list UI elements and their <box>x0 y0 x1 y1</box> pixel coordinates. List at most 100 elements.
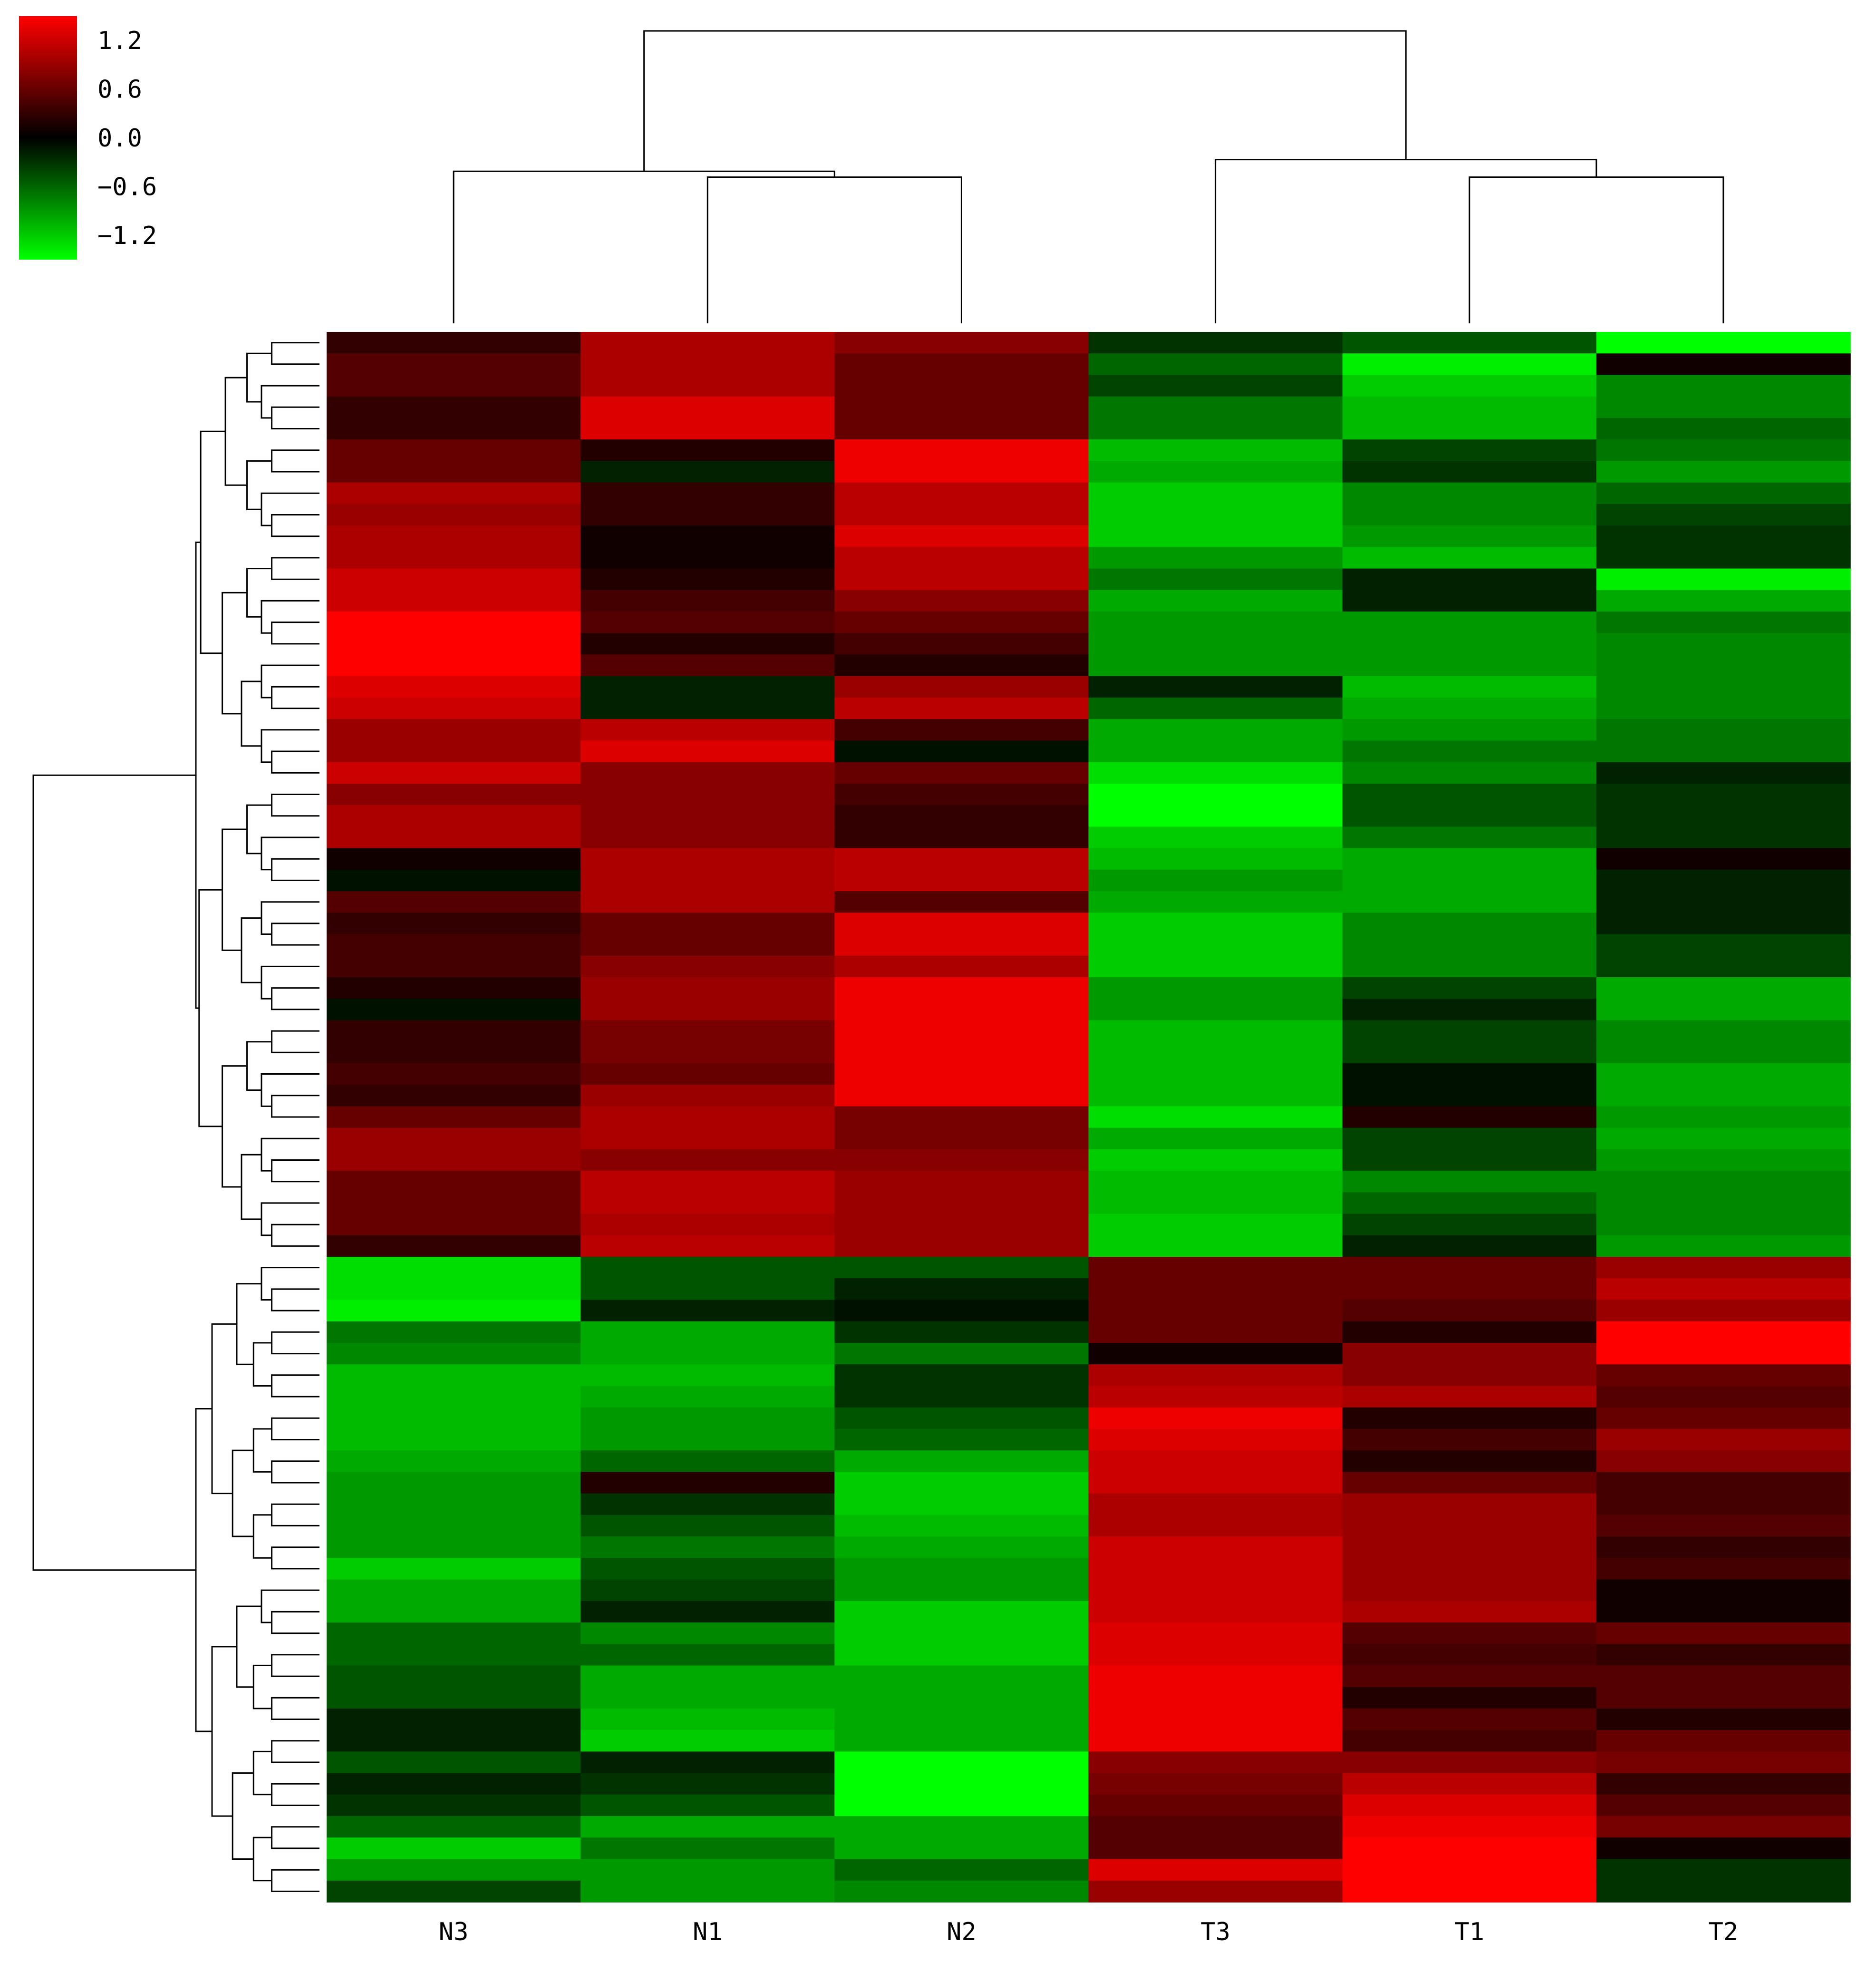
heatmap-cell <box>834 439 1089 462</box>
heatmap-cell <box>1342 1450 1597 1473</box>
heatmap-cell <box>834 1235 1089 1257</box>
row-dendrogram-branch <box>246 804 272 855</box>
heatmap-cell <box>580 848 835 870</box>
heatmap-cell <box>1342 1127 1597 1150</box>
heatmap-cell <box>327 1601 581 1623</box>
heatmap-cell <box>327 418 581 440</box>
heatmap-cell <box>1088 805 1343 827</box>
row-dendrogram-branch <box>232 1772 254 1860</box>
heatmap-cell <box>1088 1816 1343 1838</box>
heatmap-cell <box>1088 1708 1343 1730</box>
heatmap-cell <box>1596 1687 1851 1709</box>
heatmap-cell <box>834 332 1089 354</box>
heatmap-cell <box>1088 461 1343 483</box>
heatmap-cell <box>1088 1386 1343 1408</box>
row-dendrogram-branch <box>261 600 319 634</box>
heatmap-cell <box>1342 1751 1597 1774</box>
heatmap-cell <box>1342 547 1597 569</box>
column-label: N2 <box>947 1918 977 1946</box>
heatmap-cell <box>1088 934 1343 956</box>
row-dendrogram-branch <box>271 1331 319 1355</box>
heatmap-cell <box>1088 1257 1343 1279</box>
row-dendrogram-branch <box>271 557 319 580</box>
heatmap-cell <box>580 1386 835 1408</box>
heatmap-cell <box>327 740 581 763</box>
heatmap-cell <box>1596 1579 1851 1602</box>
row-dendrogram-branch <box>241 1154 261 1220</box>
heatmap-cell <box>834 1665 1089 1688</box>
heatmap-cell <box>1088 1085 1343 1107</box>
heatmap-cell <box>1596 439 1851 462</box>
heatmap-cell <box>327 1515 581 1537</box>
heatmap-cell <box>1088 1837 1343 1860</box>
heatmap-cell <box>834 568 1089 591</box>
heatmap-cell <box>834 1816 1089 1838</box>
row-dendrogram-branch <box>271 1869 319 1892</box>
row-dendrogram-branch <box>252 1836 272 1882</box>
heatmap-cell <box>1596 955 1851 978</box>
heatmap-cell <box>1088 1536 1343 1559</box>
heatmap-cell <box>834 1321 1089 1343</box>
heatmap-cell <box>327 826 581 849</box>
heatmap-cell <box>1088 1041 1343 1064</box>
heatmap-cell <box>834 1149 1089 1171</box>
row-dendrogram-branch <box>271 1460 319 1484</box>
heatmap-cell <box>327 676 581 698</box>
heatmap-cell <box>1342 461 1597 483</box>
column-label: N3 <box>439 1918 469 1946</box>
heatmap-cell <box>1342 1515 1597 1537</box>
heatmap-cell <box>327 1450 581 1473</box>
heatmap-cell <box>834 1558 1089 1580</box>
heatmap-cell <box>1342 1171 1597 1193</box>
heatmap-cell <box>1596 1472 1851 1494</box>
heatmap-cell <box>580 1880 835 1903</box>
heatmap-cell <box>1342 1020 1597 1042</box>
heatmap-cell <box>327 1730 581 1752</box>
heatmap-cell <box>1342 612 1597 634</box>
heatmap-cell <box>1342 1665 1597 1688</box>
colorbar-tick-label: −1.2 <box>97 222 157 250</box>
heatmap-cell <box>834 418 1089 440</box>
heatmap-cell <box>1088 1127 1343 1150</box>
heatmap-cell <box>580 504 835 526</box>
heatmap-cell <box>1342 1364 1597 1387</box>
heatmap-cell <box>1342 525 1597 548</box>
row-dendrogram-branch <box>271 1740 319 1763</box>
heatmap-cell <box>1342 353 1597 376</box>
heatmap-cell <box>1088 913 1343 935</box>
heatmap-cell <box>834 1278 1089 1301</box>
heatmap-cell <box>327 654 581 677</box>
heatmap-cell <box>580 1321 835 1343</box>
heatmap-cell <box>327 1041 581 1064</box>
row-dendrogram-branch <box>271 622 319 645</box>
heatmap-cell <box>580 418 835 440</box>
heatmap-cell <box>1596 1536 1851 1559</box>
row-dendrogram-branch <box>271 1095 319 1118</box>
heatmap-cell <box>834 1257 1089 1279</box>
row-dendrogram-branch <box>271 1224 319 1247</box>
heatmap-cell <box>834 1730 1089 1752</box>
heatmap-cell <box>1088 783 1343 806</box>
row-dendrogram-branch <box>271 449 319 473</box>
heatmap-cell <box>580 934 835 956</box>
heatmap-cell <box>834 1386 1089 1408</box>
heatmap-cell <box>834 719 1089 741</box>
heatmap-cell <box>1088 869 1343 892</box>
heatmap-cell <box>834 1751 1089 1774</box>
heatmap-cell <box>327 1321 581 1343</box>
heatmap-cell <box>1596 1665 1851 1688</box>
heatmap-cell <box>1088 1558 1343 1580</box>
heatmap-cell <box>327 547 581 569</box>
heatmap-cell <box>327 439 581 462</box>
row-dendrogram-branch <box>271 514 319 537</box>
heatmap-cell <box>834 1472 1089 1494</box>
heatmap-cell <box>834 848 1089 870</box>
heatmap-cell <box>834 1493 1089 1515</box>
heatmap-cell <box>1342 1493 1597 1515</box>
heatmap-cell <box>1088 1171 1343 1193</box>
heatmap-cell <box>580 762 835 784</box>
heatmap-cell <box>1342 1601 1597 1623</box>
heatmap-cell <box>1596 1859 1851 1881</box>
heatmap-cell <box>1596 1515 1851 1537</box>
heatmap-cell <box>834 1041 1089 1064</box>
